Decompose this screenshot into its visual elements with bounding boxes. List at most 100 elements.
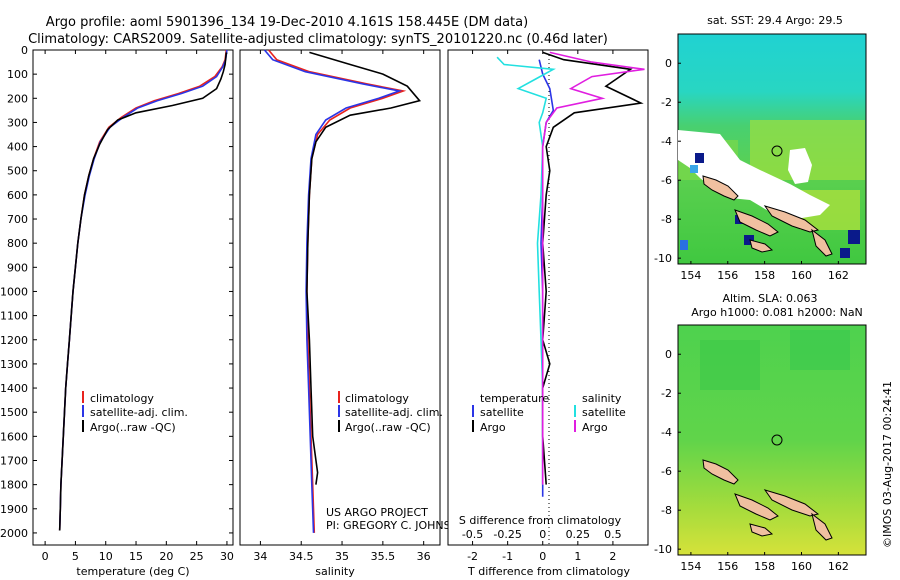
sla-map-panel: Altim. SLA: 0.063 Argo h1000: 0.081 h200… (654, 292, 867, 573)
x-tick-label: 10 (99, 550, 113, 563)
island (811, 512, 833, 541)
sla-map-title: Altim. SLA: 0.063 (722, 292, 817, 305)
cold-pixel (690, 165, 698, 173)
cloud-mask (788, 148, 812, 184)
map-y-tick-label: -2 (661, 387, 672, 400)
s-tick-label: -0.5 (462, 528, 483, 541)
temperature-axes (32, 49, 234, 546)
salinity-x-ticks: 34 34.5 35 35.5 36 (253, 50, 431, 563)
y-tick-label: 900 (7, 261, 28, 274)
imos-credit: ©IMOS 03-Aug-2017 00:24:41 (881, 381, 894, 548)
cold-pixel (840, 248, 850, 258)
x-tick-label: -2 (467, 550, 478, 563)
sla-map-y-ticks: 0 -2 -4 -6 -8 -10 (654, 348, 681, 556)
y-tick-label: 1400 (0, 382, 28, 395)
series-line-argo-raw-qc- (58, 52, 228, 531)
map-y-tick-label: -8 (661, 504, 672, 517)
y-tick-label: 700 (7, 213, 28, 226)
x-tick-label: 15 (129, 550, 143, 563)
map-x-tick-label: 160 (791, 269, 812, 282)
map-y-tick-label: -10 (654, 252, 672, 265)
x-tick-label: 2 (609, 550, 616, 563)
float-position-marker (771, 145, 783, 157)
map-y-tick-label: -10 (654, 543, 672, 556)
sla-map-blobs (700, 330, 850, 541)
s-difference-xlabel: S difference from climatology (459, 514, 622, 527)
sst-map-x-ticks: 154 156 158 160 162 (680, 261, 849, 282)
legend-label-s-satellite: satellite (582, 406, 626, 419)
island (702, 459, 739, 485)
x-tick-label: 30 (220, 550, 234, 563)
difference-legend: temperature salinity satellite Argo sate… (472, 392, 626, 434)
sst-map-blobs (678, 120, 865, 258)
x-tick-label: 35 (335, 550, 349, 563)
map-x-tick-label: 160 (791, 560, 812, 573)
y-tick-label: 300 (7, 116, 28, 129)
x-tick-label: -1 (502, 550, 513, 563)
x-tick-label: 5 (72, 550, 79, 563)
project-annotation: US ARGO PROJECT (326, 506, 428, 519)
sla-map-subtitle: Argo h1000: 0.081 h2000: NaN (691, 306, 863, 319)
temperature-xlabel: temperature (deg C) (76, 565, 189, 578)
figure-title-line1: Argo profile: aoml 5901396_134 19-Dec-20… (46, 15, 528, 30)
map-y-tick-label: -8 (661, 213, 672, 226)
map-y-tick-label: 0 (665, 348, 672, 361)
salinity-lines (263, 49, 422, 533)
difference-panel: -2 -1 0 1 2 temperature salinity satellite A… (447, 49, 649, 578)
y-tick-label: 2000 (0, 527, 28, 540)
y-tick-label: 1300 (0, 358, 28, 371)
cold-pixel (744, 235, 754, 245)
legend-label-argo: Argo(..raw -QC) (90, 421, 176, 434)
salinity-xlabel: salinity (315, 565, 355, 578)
difference-x-ticks: -2 -1 0 1 2 (467, 50, 616, 563)
legend-label-argo: Argo(..raw -QC) (345, 421, 431, 434)
map-y-tick-label: 0 (665, 57, 672, 70)
island (811, 228, 833, 257)
map-y-tick-label: -2 (661, 96, 672, 109)
x-tick-label: 0 (539, 550, 546, 563)
y-tick-label: 0 (21, 44, 28, 57)
float-position-marker (771, 434, 783, 446)
map-x-tick-label: 154 (680, 560, 701, 573)
y-tick-label: 500 (7, 165, 28, 178)
salinity-difference-ticks: -0.5 -0.25 0 0.25 0.5 (462, 528, 622, 541)
y-tick-label: 200 (7, 92, 28, 105)
sla-low-patch (700, 340, 760, 390)
y-tick-label: 1500 (0, 406, 28, 419)
y-tick-label: 1600 (0, 430, 28, 443)
pi-annotation: PI: GREGORY C. JOHNSON (326, 519, 467, 532)
island (734, 209, 779, 237)
y-tick-label: 600 (7, 189, 28, 202)
y-tick-label: 1100 (0, 310, 28, 323)
legend-title-temperature: temperature (480, 392, 549, 405)
island (702, 175, 739, 201)
island (749, 523, 774, 537)
t-difference-xlabel: T difference from climatology (467, 565, 630, 578)
x-tick-label: 0 (42, 550, 49, 563)
x-tick-label: 34 (253, 550, 267, 563)
legend-label-t-satellite: satellite (480, 406, 524, 419)
map-x-tick-label: 156 (717, 560, 738, 573)
cold-pixel (695, 153, 704, 163)
y-tick-label: 800 (7, 237, 28, 250)
map-x-tick-label: 158 (754, 560, 775, 573)
s-tick-label: -0.25 (493, 528, 521, 541)
series-line-satellite-adj-clim- (263, 49, 403, 533)
map-x-tick-label: 154 (680, 269, 701, 282)
x-tick-label: 35.5 (371, 550, 396, 563)
figure-title-line2: Climatology: CARS2009. Satellite-adjuste… (28, 32, 608, 47)
legend-label-climatology: climatology (345, 392, 409, 405)
series-line-s-satellite (496, 56, 556, 485)
difference-axes (447, 49, 649, 546)
s-tick-label: 0 (539, 528, 546, 541)
s-tick-label: 0.5 (604, 528, 622, 541)
legend-label-s-argo: Argo (582, 421, 608, 434)
cold-pixel (680, 240, 688, 250)
sla-low-patch (790, 330, 850, 370)
y-tick-label: 1700 (0, 454, 28, 467)
y-tick-label: 1200 (0, 334, 28, 347)
legend-title-salinity: salinity (582, 392, 622, 405)
map-x-tick-label: 156 (717, 269, 738, 282)
x-tick-label: 25 (190, 550, 204, 563)
